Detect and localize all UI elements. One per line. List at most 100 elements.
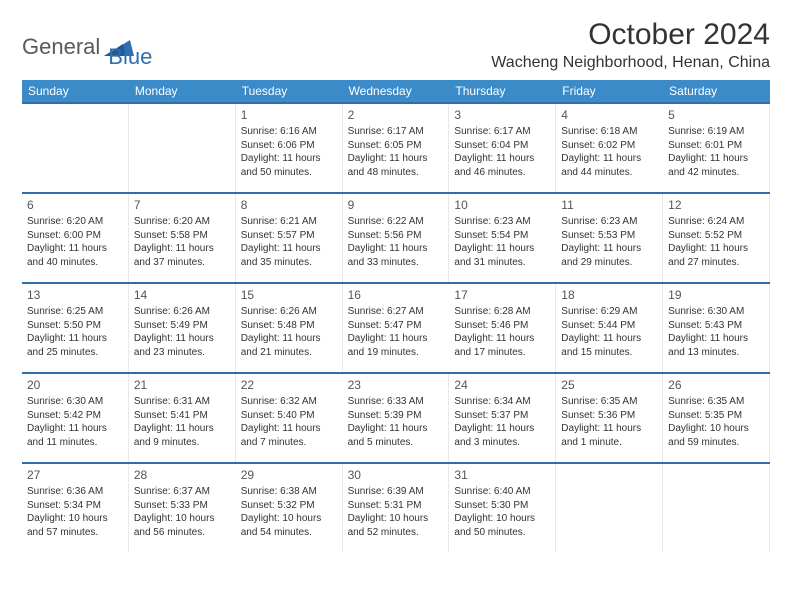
day-info-line: Sunrise: 6:20 AM [134,215,230,229]
day-info-line: Sunset: 5:57 PM [241,229,337,243]
day-number: 27 [27,467,123,483]
page-header: General Blue October 2024 Wacheng Neighb… [22,18,770,72]
day-cell: 19Sunrise: 6:30 AMSunset: 5:43 PMDayligh… [663,284,770,372]
day-number: 7 [134,197,230,213]
day-info-line: Daylight: 11 hours and 15 minutes. [561,332,657,359]
day-info-line: Sunset: 5:35 PM [668,409,764,423]
day-info-line: Daylight: 11 hours and 42 minutes. [668,152,764,179]
day-info-line: Sunset: 5:46 PM [454,319,550,333]
day-info-line: Daylight: 11 hours and 9 minutes. [134,422,230,449]
day-cell: 23Sunrise: 6:33 AMSunset: 5:39 PMDayligh… [343,374,450,462]
day-cell: 4Sunrise: 6:18 AMSunset: 6:02 PMDaylight… [556,104,663,192]
day-cell: 21Sunrise: 6:31 AMSunset: 5:41 PMDayligh… [129,374,236,462]
day-info-line: Sunset: 6:05 PM [348,139,444,153]
calendar: SundayMondayTuesdayWednesdayThursdayFrid… [22,80,770,552]
day-info-line: Sunset: 5:42 PM [27,409,123,423]
day-info-line: Sunrise: 6:26 AM [134,305,230,319]
day-info-line: Daylight: 11 hours and 40 minutes. [27,242,123,269]
day-info-line: Sunset: 5:37 PM [454,409,550,423]
weekday-header: Friday [556,80,663,102]
weekday-header: Sunday [22,80,129,102]
day-info-line: Sunset: 5:40 PM [241,409,338,423]
day-info-line: Daylight: 11 hours and 5 minutes. [348,422,444,449]
day-info-line: Sunrise: 6:27 AM [348,305,445,319]
day-info-line: Sunrise: 6:39 AM [348,485,444,499]
day-cell: 1 Sunrise: 6:16 AMSunset: 6:06 PMDaylight… [236,104,343,192]
day-cell [556,464,663,552]
day-info-line: Daylight: 11 hours and 44 minutes. [561,152,658,179]
day-info-line: Sunrise: 6:19 AM [668,125,764,139]
day-cell: 9Sunrise: 6:22 AMSunset: 5:56 PMDaylight… [343,194,450,282]
logo-text-general: General [22,34,100,60]
day-cell: 30Sunrise: 6:39 AMSunset: 5:31 PMDayligh… [343,464,450,552]
day-info-line: Daylight: 11 hours and 25 minutes. [27,332,123,359]
day-cell: 2Sunrise: 6:17 AMSunset: 6:05 PMDaylight… [343,104,450,192]
day-info-line: Sunrise: 6:26 AM [241,305,337,319]
day-number: 19 [668,287,764,303]
day-number: 10 [454,197,551,213]
day-cell: 13Sunrise: 6:25 AMSunset: 5:50 PMDayligh… [22,284,129,372]
day-info-line: Sunrise: 6:17 AM [454,125,550,139]
day-info-line: Sunset: 5:31 PM [348,499,444,513]
day-info-line: Daylight: 11 hours and 33 minutes. [348,242,444,269]
day-cell: 11Sunrise: 6:23 AMSunset: 5:53 PMDayligh… [556,194,663,282]
day-number: 15 [241,287,337,303]
day-info-line: Daylight: 11 hours and 11 minutes. [27,422,123,449]
day-info-line: Sunrise: 6:18 AM [561,125,658,139]
day-info-line: Sunset: 5:44 PM [561,319,657,333]
day-info-line: Sunrise: 6:23 AM [561,215,657,229]
day-info-line: Daylight: 11 hours and 21 minutes. [241,332,337,359]
day-info-line: Daylight: 11 hours and 1 minute. [561,422,657,449]
title-block: October 2024 Wacheng Neighborhood, Henan… [491,18,770,72]
day-info-line: Daylight: 11 hours and 27 minutes. [668,242,764,269]
day-number: 5 [668,107,764,123]
day-number: 8 [241,197,337,213]
day-info-line: Daylight: 11 hours and 29 minutes. [561,242,657,269]
day-number: 2 [348,107,444,123]
weekday-header: Tuesday [236,80,343,102]
weekday-header: Monday [129,80,236,102]
day-cell: 6Sunrise: 6:20 AMSunset: 6:00 PMDaylight… [22,194,129,282]
day-info-line: Sunset: 5:32 PM [241,499,337,513]
day-info-line: Sunset: 5:30 PM [454,499,550,513]
calendar-grid: 1Sunrise: 6:16 AMSunset: 6:06 PMDaylight… [22,102,770,552]
day-number: 13 [27,287,123,303]
day-cell: 29Sunrise: 6:38 AMSunset: 5:32 PMDayligh… [236,464,343,552]
day-info-line: Sunrise: 6:40 AM [454,485,550,499]
day-info-line: Sunset: 5:33 PM [134,499,231,513]
day-info-line: Daylight: 11 hours and 17 minutes. [454,332,550,359]
weekday-header: Thursday [449,80,556,102]
day-info-line: Sunrise: 6:23 AM [454,215,551,229]
day-info-line: Sunset: 5:56 PM [348,229,444,243]
day-info-line: Sunset: 5:50 PM [27,319,123,333]
day-cell: 15Sunrise: 6:26 AMSunset: 5:48 PMDayligh… [236,284,343,372]
day-info-line: Sunrise: 6:29 AM [561,305,657,319]
day-number: 4 [561,107,658,123]
day-info-line: Sunrise: 6:21 AM [241,215,337,229]
day-cell: 17Sunrise: 6:28 AMSunset: 5:46 PMDayligh… [449,284,556,372]
logo: General Blue [22,18,152,70]
day-number: 21 [134,377,230,393]
day-info-line: Sunrise: 6:17 AM [348,125,444,139]
day-info-line: Sunset: 5:43 PM [668,319,764,333]
day-number: 1 [241,107,337,123]
day-info-line: Sunset: 5:47 PM [348,319,445,333]
day-info-line: Sunrise: 6:30 AM [27,395,123,409]
weekday-header: Saturday [663,80,770,102]
day-info-line: Sunrise: 6:16 AM [241,125,337,139]
day-info-line: Sunset: 5:53 PM [561,229,657,243]
month-title: October 2024 [491,18,770,52]
day-info-line: Daylight: 11 hours and 3 minutes. [454,422,550,449]
day-info-line: Sunset: 5:49 PM [134,319,230,333]
day-info-line: Sunrise: 6:28 AM [454,305,550,319]
day-info-line: Daylight: 11 hours and 37 minutes. [134,242,230,269]
day-info-line: Sunset: 6:06 PM [241,139,337,153]
day-info-line: Sunrise: 6:37 AM [134,485,231,499]
day-info-line: Daylight: 10 hours and 54 minutes. [241,512,337,539]
day-info-line: Sunrise: 6:35 AM [561,395,657,409]
day-number: 18 [561,287,657,303]
day-info-line: Daylight: 11 hours and 50 minutes. [241,152,337,179]
day-info-line: Daylight: 10 hours and 52 minutes. [348,512,444,539]
day-info-line: Sunrise: 6:30 AM [668,305,764,319]
day-info-line: Sunrise: 6:24 AM [668,215,764,229]
